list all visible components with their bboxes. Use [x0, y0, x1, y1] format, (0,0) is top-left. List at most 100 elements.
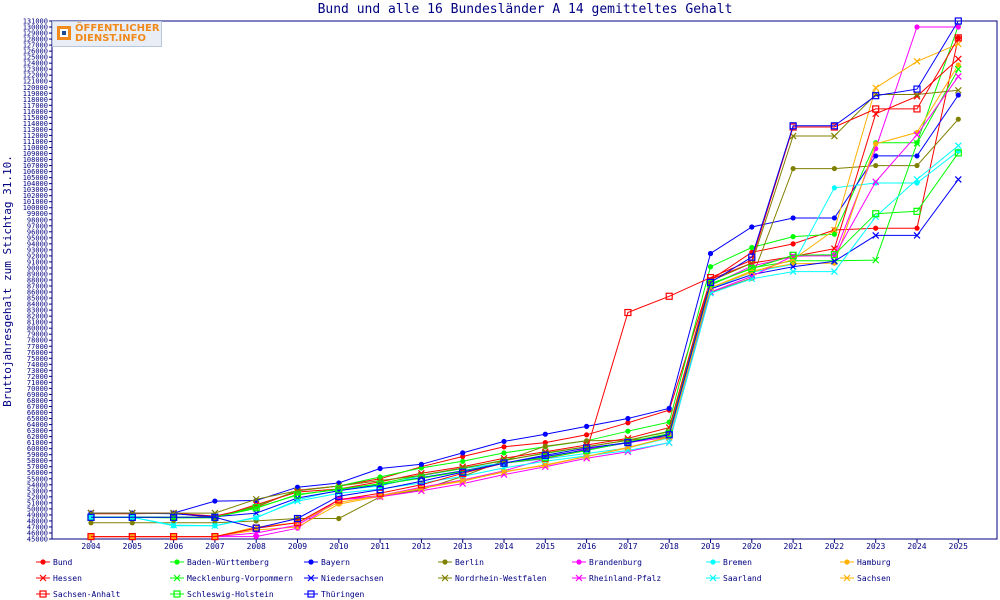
data-point — [872, 84, 880, 92]
data-point — [417, 477, 425, 485]
y-tick-label: 59000 — [27, 451, 48, 459]
data-point — [376, 486, 384, 494]
data-point — [831, 185, 838, 191]
data-point — [583, 453, 591, 460]
data-point — [418, 461, 424, 467]
legend-label: Bremen — [723, 558, 752, 567]
data-point — [307, 574, 315, 582]
series-berlin — [88, 116, 961, 526]
data-point — [873, 225, 879, 231]
x-tick-label: 2013 — [453, 542, 472, 551]
data-point — [748, 253, 756, 261]
y-tick-label: 130000 — [23, 24, 48, 32]
y-tick-label: 120000 — [23, 84, 48, 92]
data-point — [872, 232, 880, 239]
data-point — [252, 513, 260, 521]
data-point — [789, 122, 797, 130]
series-line — [91, 43, 959, 538]
data-point — [460, 450, 466, 456]
data-point — [40, 559, 46, 565]
data-point — [87, 532, 95, 541]
series-rheinland-pfalz — [87, 72, 962, 541]
data-point — [128, 532, 136, 541]
data-point — [173, 574, 181, 582]
y-tick-label: 99000 — [27, 210, 48, 218]
y-tick-label: 96000 — [27, 228, 48, 236]
y-tick-label: 105000 — [23, 174, 48, 182]
series-lines — [87, 17, 962, 541]
x-tick-label: 2024 — [907, 542, 926, 551]
y-tick-label: 121000 — [23, 78, 48, 86]
data-point — [442, 559, 448, 565]
data-point — [541, 451, 549, 459]
y-tick-label: 62000 — [27, 433, 48, 441]
data-point — [541, 461, 549, 469]
legend-item: Saarland — [706, 574, 762, 583]
data-point — [955, 24, 961, 30]
data-point — [955, 116, 961, 122]
legend-item: Brandenburg — [572, 558, 642, 567]
x-tick-label: 2010 — [329, 542, 348, 551]
data-point — [624, 308, 632, 317]
data-point — [87, 513, 95, 521]
y-tick-label: 119000 — [23, 90, 48, 98]
data-point — [873, 162, 879, 169]
legend-item: Bund — [36, 558, 72, 567]
series-mecklenburg-vorpommern — [87, 65, 962, 521]
y-tick-label: 85000 — [27, 295, 48, 303]
data-point — [212, 498, 218, 504]
legend-item: Schleswig-Holstein — [170, 590, 274, 599]
data-point — [872, 92, 880, 100]
y-tick-label: 131000 — [23, 18, 48, 26]
y-tick-label: 88000 — [27, 277, 48, 285]
y-tick-label: 123000 — [23, 66, 48, 74]
y-tick-label: 46000 — [27, 529, 48, 537]
logo-mark-icon — [57, 26, 71, 40]
data-point — [954, 142, 962, 150]
data-point — [955, 35, 961, 41]
legend-item: Bremen — [706, 558, 752, 567]
logo-text-line1: ÖFFENTLICHER — [75, 23, 160, 34]
y-tick-label: 75000 — [27, 355, 48, 363]
y-tick-label: 73000 — [27, 367, 48, 375]
series-line — [91, 94, 959, 514]
chart-title: Bund und alle 16 Bundesländer A 14 gemit… — [318, 2, 733, 17]
data-point — [170, 532, 178, 541]
data-point — [211, 522, 219, 530]
data-point — [914, 180, 920, 186]
y-tick-label: 127000 — [23, 42, 48, 50]
y-tick-label: 45000 — [27, 536, 48, 544]
x-tick-label: 2004 — [81, 542, 100, 551]
series-line — [91, 118, 959, 524]
legend-item: Nordrhein-Westfalen — [438, 574, 547, 583]
data-point — [542, 431, 548, 437]
data-point — [790, 241, 796, 247]
legend-label: Rheinland-Pfalz — [589, 574, 661, 583]
data-point — [789, 268, 797, 275]
x-tick-label: 2017 — [618, 542, 637, 551]
logo-text-line2: DIENST.INFO — [75, 33, 146, 44]
series-line — [91, 152, 959, 518]
data-point — [665, 431, 673, 439]
data-point — [954, 55, 962, 63]
legend-label: Sachsen-Anhalt — [53, 590, 121, 599]
data-point — [625, 428, 631, 434]
data-point — [844, 559, 850, 565]
x-tick-label: 2008 — [247, 542, 266, 551]
data-point — [873, 141, 879, 147]
y-axis-label: Bruttojahresgehalt zum Stichtag 31.10. — [1, 155, 14, 407]
y-tick-label: 84000 — [27, 301, 48, 309]
data-point — [253, 533, 259, 540]
series-bund — [88, 35, 961, 519]
y-tick-label: 65000 — [27, 415, 48, 423]
data-point — [501, 444, 507, 450]
data-point — [459, 480, 467, 488]
data-point — [335, 492, 343, 500]
data-point — [459, 477, 467, 484]
y-tick-label: 80000 — [27, 325, 48, 333]
data-point — [790, 215, 796, 221]
data-point — [542, 440, 548, 446]
y-tick-label: 67000 — [27, 403, 48, 411]
legend-label: Brandenburg — [589, 558, 642, 567]
y-tick-label: 115000 — [23, 114, 48, 122]
